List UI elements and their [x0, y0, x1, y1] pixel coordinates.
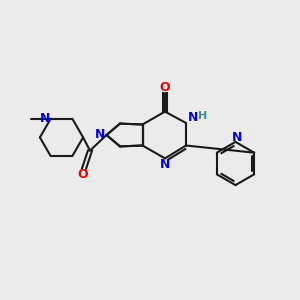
Text: O: O: [77, 167, 88, 181]
Text: N: N: [160, 158, 170, 171]
Text: O: O: [160, 81, 170, 94]
Text: N: N: [95, 128, 106, 142]
Text: N: N: [232, 131, 242, 144]
Text: N: N: [188, 111, 198, 124]
Text: H: H: [198, 111, 207, 122]
Text: N: N: [40, 112, 50, 124]
